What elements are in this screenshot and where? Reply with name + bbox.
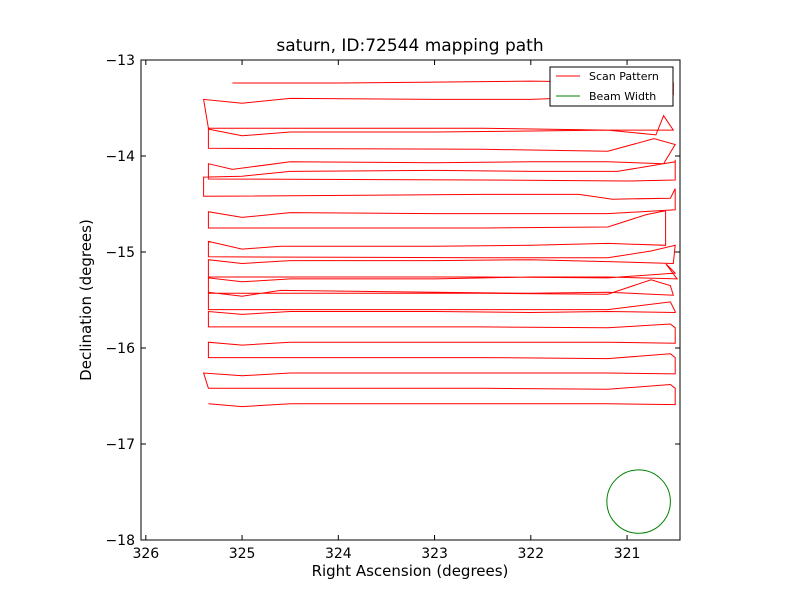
legend: Scan Pattern Beam Width [549,66,674,107]
y-tick-label: −15 [105,245,135,261]
chart-title: saturn, ID:72544 mapping path [276,36,543,56]
beam-layer [606,469,671,534]
x-tick-label: 323 [421,546,448,562]
ticks-layer: 326 325 324 323 322 321 −13 −14 −15 −16 −17 −18 [105,53,680,562]
legend-box [549,66,674,107]
x-axis-label: Right Ascension (degrees) [312,562,509,580]
plot-area [141,60,680,540]
legend-beam-width-label: Beam Width [589,90,656,103]
y-axis-label: Declination (degrees) [77,219,95,381]
legend-scan-pattern-label: Scan Pattern [589,70,659,83]
plot-series-layer [202,80,679,408]
y-tick-label: −14 [105,149,135,165]
x-tick-label: 325 [229,546,256,562]
plot-background [141,60,680,540]
y-tick-label: −18 [105,533,135,549]
y-tick-label: −17 [105,437,135,453]
plot-frame [140,59,681,541]
x-tick-label: 322 [517,546,544,562]
x-tick-label: 324 [325,546,352,562]
beam-width-circle [606,469,671,534]
y-tick-label: −13 [105,53,135,69]
y-tick-label: −16 [105,341,135,357]
x-tick-label: 326 [132,546,159,562]
series-line-scan-pattern [202,80,679,408]
x-tick-label: 321 [614,546,641,562]
